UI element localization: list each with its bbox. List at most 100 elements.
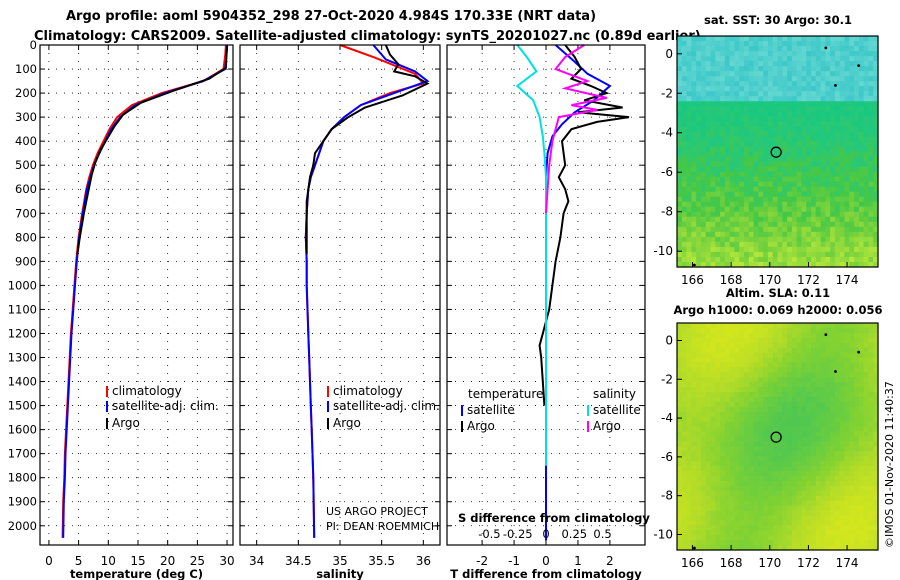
map-cell (849, 387, 855, 393)
map-cell (839, 251, 846, 258)
map-cell (782, 126, 788, 133)
map-cell (796, 377, 803, 383)
map-cell (873, 387, 879, 393)
map-cell (710, 76, 716, 82)
map-cell (705, 261, 712, 268)
map-cell (744, 151, 750, 158)
x2-tick-label: -0.25 (503, 527, 533, 541)
map-cell (815, 116, 822, 122)
map-cell (681, 382, 688, 388)
map-cell (772, 505, 779, 512)
map-cell (830, 206, 836, 213)
map-cell (782, 66, 788, 72)
map-cell (720, 36, 726, 42)
map-cell (767, 111, 774, 117)
map-cell (868, 347, 874, 354)
map-cell (691, 71, 697, 77)
map-cell (868, 46, 874, 52)
map-cell (753, 86, 759, 92)
map-cell (715, 545, 721, 551)
map-cell (820, 236, 826, 243)
map-cell (763, 367, 769, 373)
map-cell (763, 372, 769, 378)
map-cell (734, 51, 740, 57)
map-cell (858, 372, 865, 378)
map-cell (710, 71, 716, 77)
map-cell (767, 431, 774, 438)
map-cell (801, 466, 807, 472)
map-cell (791, 136, 798, 143)
map-cell (677, 151, 683, 158)
map-cell (839, 56, 846, 62)
map-cell (834, 131, 841, 138)
map-cell (744, 416, 750, 423)
map-cell (700, 540, 707, 546)
map-cell (710, 540, 716, 546)
map-cell (686, 196, 692, 203)
map-cell (844, 337, 850, 344)
map-cell (868, 251, 874, 258)
map-cell (715, 397, 721, 403)
map-cell (782, 101, 788, 107)
map-cell (700, 206, 707, 213)
map-cell (691, 126, 697, 133)
map-cell (772, 246, 779, 253)
map-cell (767, 456, 774, 462)
map-cell (748, 347, 755, 354)
map-cell (782, 357, 788, 364)
map-cell (834, 256, 841, 263)
map-cell (777, 426, 783, 433)
map-cell (720, 495, 726, 502)
map-cell (758, 436, 764, 443)
map-cell (744, 226, 750, 233)
map-cell (815, 201, 822, 208)
map-y-tick-label: -6 (661, 450, 673, 464)
map-cell (772, 471, 779, 477)
map-cell (767, 206, 774, 213)
map-cell (839, 520, 846, 526)
map-cell (834, 387, 841, 393)
map-cell (686, 251, 692, 258)
map-cell (830, 161, 836, 168)
map-cell (729, 323, 736, 329)
map-cell (868, 421, 874, 428)
map-cell (863, 121, 870, 127)
map-cell (700, 76, 707, 82)
map-cell (710, 206, 716, 213)
map-cell (806, 81, 812, 87)
map-cell (739, 146, 745, 153)
map-cell (753, 36, 759, 42)
map-cell (739, 66, 745, 72)
map-cell (729, 106, 736, 112)
map-cell (787, 81, 793, 87)
map-cell (729, 451, 736, 457)
map-cell (811, 226, 817, 233)
map-cell (791, 61, 798, 67)
map-cell (815, 540, 822, 546)
map-cell (729, 216, 736, 223)
map-cell (834, 201, 841, 208)
map-cell (767, 332, 774, 339)
map-cell (691, 327, 697, 334)
map-cell (734, 176, 740, 183)
map-cell (700, 191, 707, 198)
map-cell (811, 411, 817, 418)
map-cell (715, 387, 721, 393)
map-cell (763, 520, 769, 526)
map-cell (873, 377, 879, 383)
map-cell (734, 471, 740, 477)
map-cell (815, 545, 822, 551)
map-cell (844, 327, 850, 334)
map-cell (796, 362, 803, 369)
map-cell (691, 456, 697, 462)
map-cell (777, 441, 783, 447)
map-cell (844, 377, 850, 383)
map-cell (787, 392, 793, 398)
map-cell (700, 41, 707, 47)
map-cell (681, 241, 688, 248)
map-cell (700, 406, 707, 413)
map-cell (839, 441, 846, 447)
map-cell (849, 446, 855, 452)
map-cell (782, 186, 788, 193)
map-cell (724, 236, 731, 243)
